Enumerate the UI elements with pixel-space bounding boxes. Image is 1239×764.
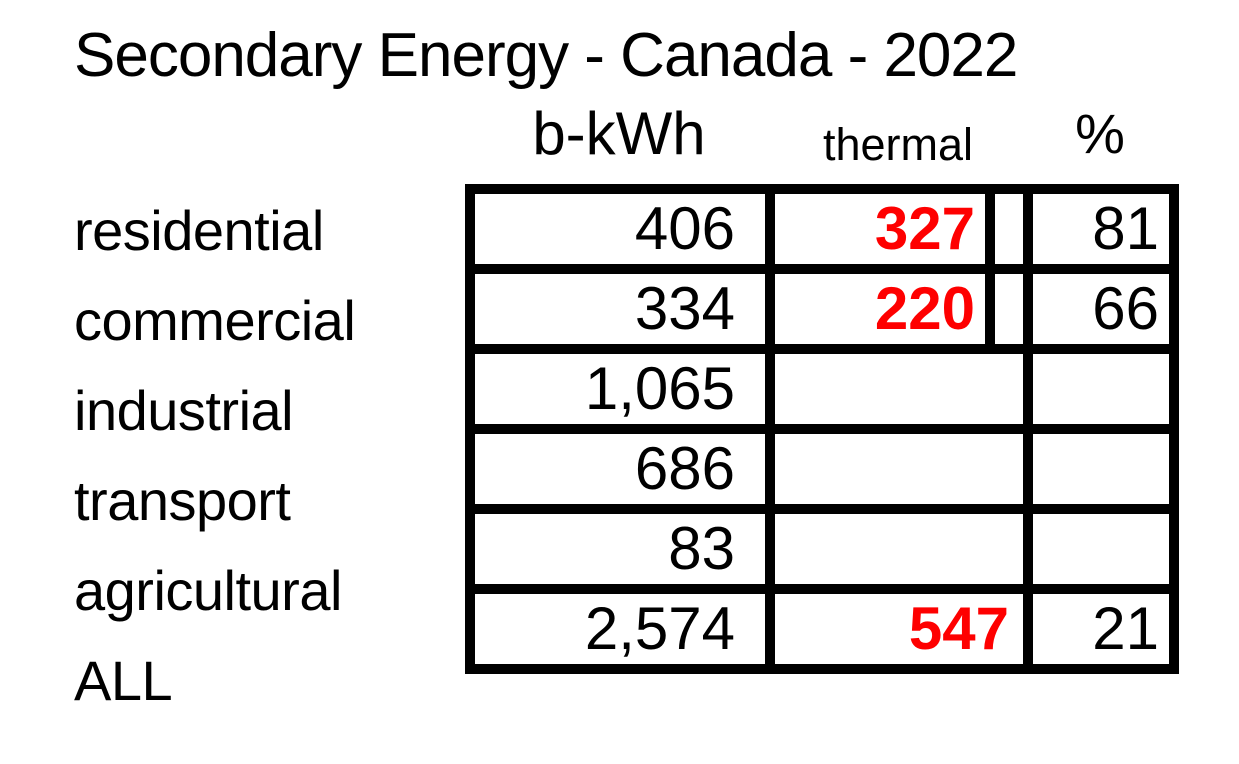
cell-all-thermal: 547 — [765, 584, 1033, 674]
cell-agricultural-thermal — [765, 504, 1033, 594]
cell-residential-percent: 81 — [1023, 184, 1179, 274]
row-label-agricultural: agricultural — [74, 559, 342, 622]
table-row-agricultural: 83 — [465, 504, 1179, 594]
cell-all-bkwh: 2,574 — [465, 584, 775, 674]
row-label-all: ALL — [74, 649, 173, 712]
cell-transport-bkwh: 686 — [465, 424, 775, 514]
table-row-residential: 406 327 81 — [465, 184, 1179, 274]
row-label-residential: residential — [74, 199, 324, 262]
cell-industrial-thermal — [765, 344, 1033, 434]
table-row-industrial: 1,065 — [465, 344, 1179, 434]
table-row-commercial: 334 220 66 — [465, 264, 1179, 354]
cell-agricultural-percent — [1023, 504, 1179, 594]
cell-transport-thermal — [765, 424, 1033, 514]
cell-commercial-bkwh: 334 — [465, 264, 775, 354]
cell-commercial-percent: 66 — [1023, 264, 1179, 354]
row-label-commercial: commercial — [74, 289, 356, 352]
cell-residential-bkwh: 406 — [465, 184, 775, 274]
cell-commercial-thermal: 220 — [765, 264, 1033, 354]
row-label-industrial: industrial — [74, 379, 294, 442]
row-label-transport: transport — [74, 469, 291, 532]
table-row-transport: 686 — [465, 424, 1179, 514]
cell-industrial-percent — [1023, 344, 1179, 434]
cell-industrial-bkwh: 1,065 — [465, 344, 775, 434]
cell-residential-thermal: 327 — [765, 184, 1033, 274]
chart-title: Secondary Energy - Canada - 2022 — [74, 21, 1018, 90]
cell-agricultural-bkwh: 83 — [465, 504, 775, 594]
data-table: 406 327 81 334 220 66 1,065 686 83 — [465, 184, 1179, 674]
table-row-all: 2,574 547 21 — [465, 584, 1179, 674]
column-header-percent: % — [1075, 102, 1125, 165]
column-header-bkwh: b-kWh — [532, 100, 706, 167]
cell-transport-percent — [1023, 424, 1179, 514]
column-header-thermal: thermal — [822, 119, 974, 170]
cell-all-percent: 21 — [1023, 584, 1179, 674]
